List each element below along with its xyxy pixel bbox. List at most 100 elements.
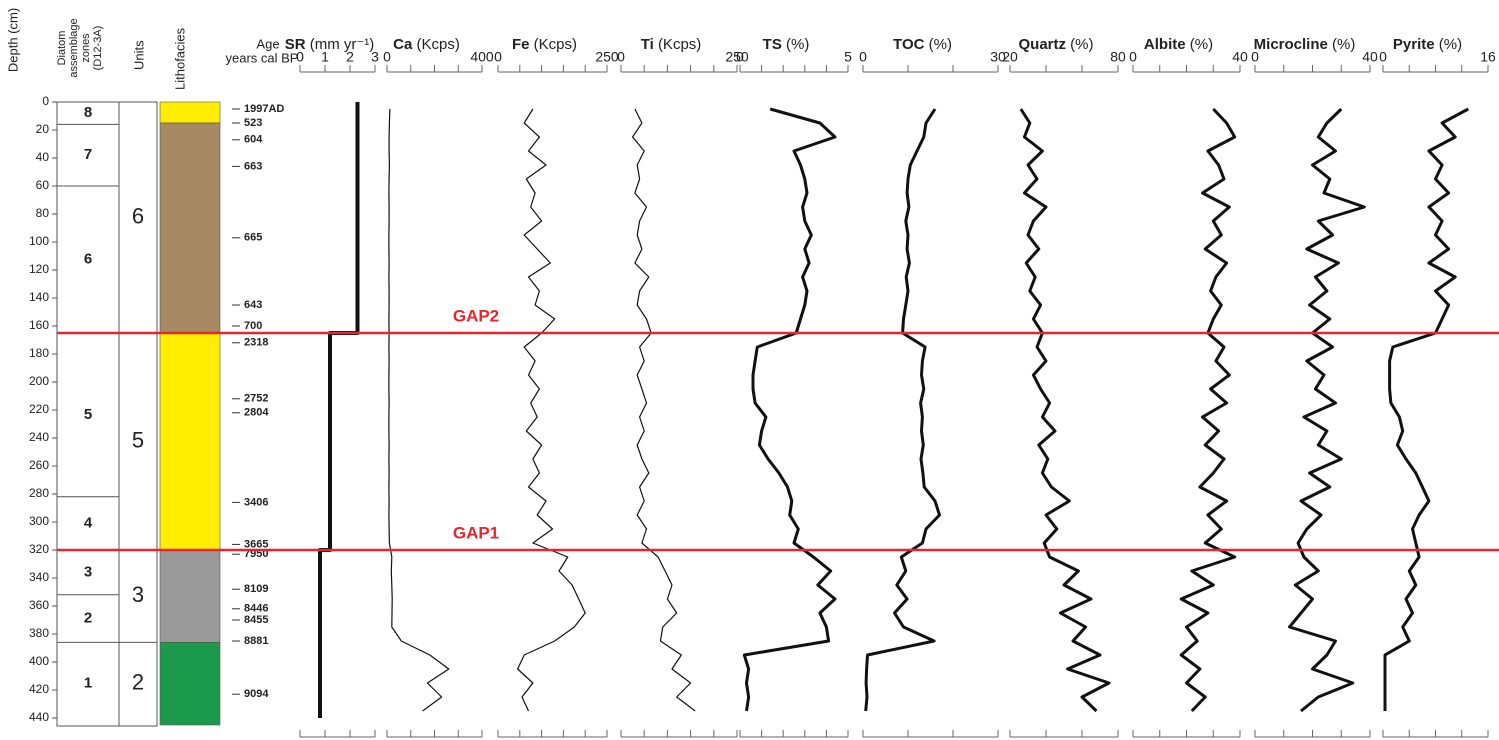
depth-header: Depth (cm)	[5, 8, 20, 72]
panel-name: Albite	[1144, 36, 1186, 53]
depth-tick-label: 260	[29, 458, 49, 472]
zones-label: 4	[84, 514, 93, 531]
depth-tick-label: 220	[29, 402, 49, 416]
panel-unit: (%)	[1439, 36, 1462, 53]
x-tick-label: 20	[1002, 49, 1018, 65]
panel-name: Pyrite	[1393, 36, 1435, 53]
gap-label: GAP1	[453, 523, 499, 542]
panel-name: Microcline	[1254, 36, 1328, 53]
age-label: 700	[244, 320, 262, 332]
panel-unit: (%)	[929, 36, 952, 53]
age-label: 663	[244, 160, 262, 172]
panel-name: TS	[763, 36, 782, 53]
zones-label: 7	[84, 146, 92, 163]
age-label: 643	[244, 299, 262, 311]
x-tick-label: 0	[1251, 49, 1259, 65]
panel-title: Pyrite (%)	[1393, 36, 1462, 53]
age-label: 8446	[244, 603, 268, 615]
x-tick-label: 0	[494, 49, 502, 65]
panel-name: Ca	[393, 36, 413, 53]
age-label: 2752	[244, 393, 268, 405]
depth-tick-label: 120	[29, 262, 49, 276]
panel-unit: (%)	[1332, 36, 1355, 53]
x-tick-label: 40	[1362, 49, 1378, 65]
depth-tick-label: 20	[36, 122, 50, 136]
depth-tick-label: 60	[36, 178, 50, 192]
panel-name: Quartz	[1018, 36, 1066, 53]
panel-title: Quartz (%)	[1018, 36, 1093, 53]
x-tick-label: 0	[1129, 49, 1137, 65]
chart: Depth (cm) Diatom assemblage zones (D12-…	[0, 0, 1499, 740]
profile-line	[320, 102, 358, 718]
depth-tick-label: 180	[29, 346, 49, 360]
x-tick-label: 0	[859, 49, 867, 65]
depth-tick-label: 320	[29, 542, 49, 556]
zones-header: (D12-3A)	[92, 26, 104, 71]
depth-tick-label: 440	[29, 710, 49, 724]
panel-title: TOC (%)	[893, 36, 952, 53]
age-label: 9094	[244, 688, 269, 700]
lithofacies-header: Lithofacies	[172, 27, 187, 90]
panel-unit: (Kcps)	[658, 36, 701, 53]
panel-title: Albite (%)	[1144, 36, 1213, 53]
units-label: 5	[132, 427, 144, 452]
x-tick-label: 250	[595, 49, 619, 65]
zones-header: assemblage	[68, 18, 80, 77]
x-tick-label: 16	[1480, 49, 1496, 65]
depth-tick-label: 300	[29, 514, 49, 528]
zones-header: zones	[80, 33, 92, 63]
depth-tick-label: 420	[29, 682, 49, 696]
zones-label: 8	[84, 104, 92, 121]
depth-tick-label: 0	[42, 94, 49, 108]
panel-title: Microcline (%)	[1254, 36, 1356, 53]
depth-tick-label: 380	[29, 626, 49, 640]
panel-unit: (%)	[1070, 36, 1093, 53]
panel-title: TS (%)	[763, 36, 810, 53]
x-tick-label: 400	[470, 49, 494, 65]
zones-label: 2	[84, 610, 92, 627]
depth-tick-label: 40	[36, 150, 50, 164]
x-tick-label: 5	[844, 49, 852, 65]
panel-name: Fe	[512, 36, 530, 53]
gap-label: GAP2	[453, 306, 499, 325]
panel-name: Ti	[641, 36, 654, 53]
lithofacies-layer	[160, 642, 220, 725]
age-label: 604	[244, 134, 263, 146]
x-tick-label: 80	[1110, 49, 1126, 65]
lithofacies-layer	[160, 102, 220, 123]
x-tick-label: 0	[296, 49, 304, 65]
depth-tick-label: 340	[29, 570, 49, 584]
zones-label: 5	[84, 406, 92, 423]
x-tick-label: 40	[1232, 49, 1248, 65]
profile-line	[744, 109, 835, 711]
zones-label: 3	[84, 563, 92, 580]
units-label: 3	[132, 582, 144, 607]
age-label: 2318	[244, 337, 268, 349]
age-label: 3406	[244, 496, 268, 508]
x-tick-label: 3	[371, 49, 379, 65]
zones-header: Diatom	[56, 31, 68, 66]
age-label: 8109	[244, 583, 268, 595]
age-label: 665	[244, 232, 262, 244]
panel-title: Ti (Kcps)	[641, 36, 702, 53]
lithofacies-layer	[160, 550, 220, 642]
depth-tick-label: 160	[29, 318, 49, 332]
depth-tick-label: 80	[36, 206, 50, 220]
depth-tick-label: 360	[29, 598, 49, 612]
x-tick-label: 0	[617, 49, 625, 65]
age-label: 8881	[244, 635, 268, 647]
units-frame	[119, 102, 157, 726]
units-label: 2	[132, 670, 144, 695]
x-tick-label: 0	[1379, 49, 1387, 65]
profile-line	[1385, 109, 1468, 711]
profile-line	[1181, 109, 1235, 711]
depth-tick-label: 280	[29, 486, 49, 500]
panel-unit: (%)	[786, 36, 809, 53]
panel-title: Fe (Kcps)	[512, 36, 577, 53]
profile-line	[633, 109, 696, 711]
profile-line	[1021, 109, 1109, 711]
depth-tick-label: 200	[29, 374, 49, 388]
zones-label: 1	[84, 675, 92, 692]
age-label: 2804	[244, 407, 269, 419]
panel-unit: (mm yr⁻¹)	[310, 36, 375, 53]
